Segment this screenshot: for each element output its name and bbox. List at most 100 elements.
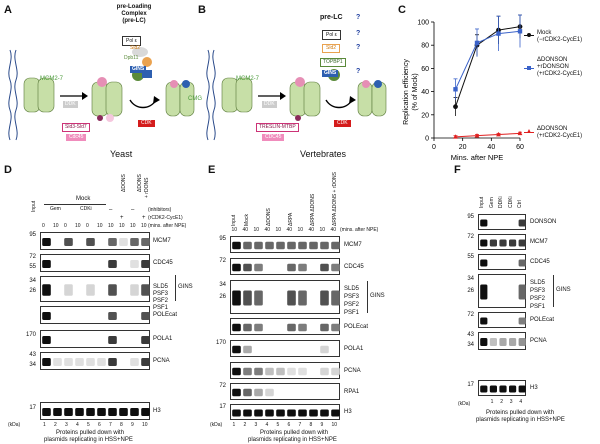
band: [331, 263, 340, 272]
band: [320, 263, 329, 272]
protein-label: MCM7: [344, 241, 362, 248]
legend-mock: Mock (−rCDK2-CycE1): [537, 30, 583, 44]
cmg-icon: [165, 80, 195, 117]
band: [108, 358, 117, 366]
band: [518, 317, 526, 325]
d-min: 10: [119, 223, 125, 229]
band: [232, 323, 241, 332]
mw-marker: 170: [25, 332, 36, 338]
x-axis-label: Mins. after NPE: [451, 153, 504, 162]
band: [499, 239, 507, 247]
protein-label: H3: [530, 385, 538, 391]
lane-number: 6: [98, 422, 101, 428]
d-inhib-label: (inhibitors): [148, 207, 172, 213]
e-kda: (kDa): [210, 422, 223, 428]
band: [254, 323, 263, 332]
protein-label: PCNA: [153, 358, 170, 364]
band: [42, 312, 51, 320]
band: [480, 239, 488, 247]
band: [320, 367, 329, 376]
e-caption-2: plasmids replicating in HSS+NPE: [248, 437, 337, 443]
e-min: 10: [319, 227, 326, 233]
y-axis-label-1: Replication efficiency: [403, 59, 410, 125]
band: [243, 388, 252, 397]
f-caption-1: Proteins pulled down with: [486, 410, 555, 416]
d-blot-box: [40, 254, 150, 272]
f-kda: (kDa): [458, 401, 471, 407]
protein-label: POLA1: [344, 345, 364, 352]
lane-number: 10: [331, 422, 338, 428]
band: [287, 409, 296, 417]
d-caption-2: plasmids replicating in HSS+NPE: [44, 437, 133, 443]
band: [518, 239, 526, 247]
band: [254, 263, 263, 272]
band: [509, 239, 517, 247]
protein-label: RPA1: [344, 388, 360, 395]
lane-number: 3: [254, 422, 258, 428]
d-min: 10: [108, 223, 114, 229]
band: [298, 241, 307, 250]
lane-number: 6: [287, 422, 291, 428]
legend-ddonson-icon: [527, 129, 531, 133]
protein-label: PSF1: [153, 305, 169, 311]
mw-marker: 95: [219, 236, 226, 242]
d-mock-header: Mock: [76, 196, 91, 202]
band: [287, 290, 296, 306]
data-point: [496, 31, 501, 36]
data-point: [453, 104, 458, 110]
band: [141, 284, 150, 296]
band: [130, 408, 139, 416]
d-sign: –: [109, 207, 113, 213]
band: [42, 358, 51, 366]
lane-number: 10: [142, 422, 148, 428]
panel-a-diagram: [8, 47, 195, 141]
d-input-header: Input: [31, 200, 37, 212]
protein-label: PSF2: [344, 302, 360, 308]
band: [499, 385, 507, 393]
d-blot-box: [40, 232, 150, 250]
prelc-icon: [132, 47, 152, 81]
protein-label: MCM7: [153, 238, 171, 244]
pole-box: Pol ε: [122, 36, 141, 46]
f-blot-box: [478, 274, 526, 308]
d-min: 0: [42, 223, 45, 229]
sld2-label: Sld2: [130, 45, 141, 51]
legend-rdonson-icon: [527, 66, 531, 70]
f-caption-2: plasmids replicating in HSS+NPE: [476, 417, 565, 423]
replication-chart: 0 20 40 60 80 100 0 20 40 60 Replication efficien…: [403, 14, 524, 162]
band: [108, 408, 117, 416]
data-point: [517, 29, 523, 34]
band: [243, 367, 252, 376]
band: [331, 241, 340, 250]
lane-number: 2: [54, 422, 57, 428]
e-col-header: ΔRPA ΔDONS + rDONS: [332, 172, 338, 226]
mcm-loaded-icon: [91, 77, 123, 122]
band: [243, 290, 252, 306]
d-mins-label: (mins. after NPE): [148, 223, 187, 229]
band: [232, 290, 241, 306]
y-tick-label: 100: [417, 20, 429, 27]
band: [141, 408, 150, 416]
d-cdki-header: CDKi: [80, 206, 92, 212]
band: [265, 388, 274, 397]
f-col-header: CDKi: [507, 196, 514, 208]
data-point: [453, 87, 458, 92]
e-caption-1: Proteins pulled down with: [260, 430, 329, 436]
cdk-label-b: CDK: [334, 120, 351, 127]
series-line: [455, 132, 521, 138]
data-point: [474, 133, 480, 138]
gins-bracket: [175, 275, 176, 301]
band: [119, 238, 128, 246]
mw-marker: 55: [29, 264, 36, 270]
band: [489, 338, 497, 346]
legend-ddonson: ΔDONSON (+rCDK2-CycE1): [537, 126, 583, 140]
mw-marker: 72: [219, 258, 226, 264]
mw-marker: 43: [467, 332, 474, 338]
d-min: 10: [97, 223, 103, 229]
band: [232, 345, 241, 354]
protein-label: PSF3: [153, 291, 169, 297]
q1: ?: [356, 14, 361, 21]
lane-number: 1: [232, 422, 236, 428]
band: [265, 409, 274, 417]
d-min: 10: [75, 223, 81, 229]
